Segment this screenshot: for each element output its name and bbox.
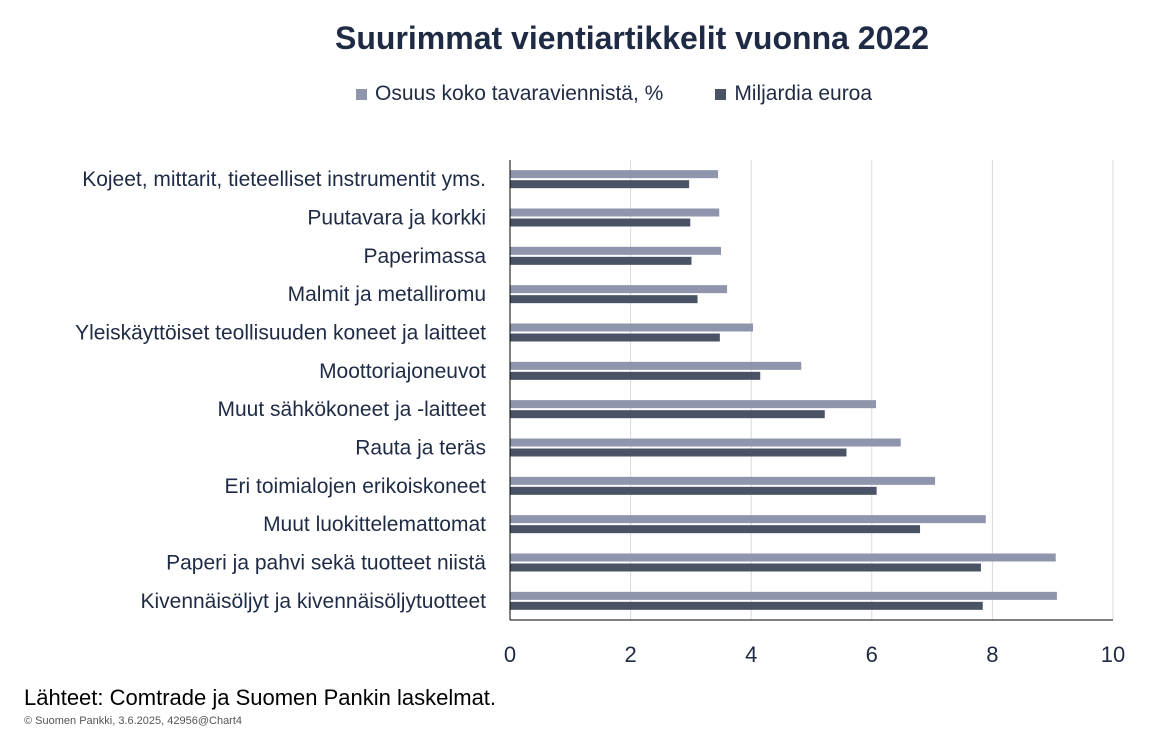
category-label-2: Paperimassa (363, 245, 486, 268)
bar-share-7 (510, 438, 901, 447)
bar-billion-eur-8 (510, 486, 877, 495)
bar-share-2 (510, 246, 722, 255)
bar-billion-eur-5 (510, 371, 761, 380)
legend-label-billion-eur: Miljardia euroa (734, 82, 873, 105)
bar-billion-eur-6 (510, 410, 825, 419)
bar-share-5 (510, 361, 802, 370)
bar-billion-eur-3 (510, 295, 698, 304)
category-label-1: Puutavara ja korkki (307, 207, 486, 230)
category-label-5: Moottoriajoneuvot (319, 360, 486, 383)
x-tick-label-5: 10 (1101, 642, 1125, 667)
category-label-10: Paperi ja pahvi sekä tuotteet niistä (166, 552, 486, 575)
x-tick-label-3: 6 (866, 642, 878, 667)
legend-swatch-billion-eur (715, 88, 727, 100)
bar-billion-eur-11 (510, 601, 983, 610)
bar-share-9 (510, 515, 986, 524)
x-tick-label-2: 4 (745, 642, 757, 667)
bar-share-3 (510, 285, 728, 294)
category-label-8: Eri toimialojen erikoiskoneet (225, 475, 487, 498)
bar-billion-eur-9 (510, 525, 921, 534)
category-label-0: Kojeet, mittarit, tieteelliset instrumen… (82, 168, 486, 191)
category-label-11: Kivennäisöljyt ja kivennäisöljytuotteet (140, 590, 486, 613)
bar-billion-eur-10 (510, 563, 981, 572)
legend-item-billion-eur: Miljardia euroa (715, 82, 872, 106)
category-label-9: Muut luokittelemattomat (263, 513, 486, 536)
category-label-7: Rauta ja teräs (355, 437, 486, 460)
copyright-note: © Suomen Pankki, 3.6.2025, 42956@Chart4 (24, 715, 243, 727)
category-label-6: Muut sähkökoneet ja -laitteet (218, 398, 487, 421)
bar-billion-eur-2 (510, 256, 692, 265)
bar-billion-eur-1 (510, 218, 691, 227)
legend-item-share: Osuus koko tavaraviennistä, % (356, 82, 663, 106)
category-label-4: Yleiskäyttöiset teollisuuden koneet ja l… (75, 322, 486, 345)
bar-share-1 (510, 208, 720, 217)
bar-billion-eur-7 (510, 448, 847, 457)
bar-share-8 (510, 476, 936, 485)
chart-title: Suurimmat vientiartikkelit vuonna 2022 (335, 20, 929, 56)
bar-billion-eur-0 (510, 180, 690, 189)
bar-share-0 (510, 170, 719, 179)
legend-label-share: Osuus koko tavaraviennistä, % (375, 82, 664, 105)
bar-share-4 (510, 323, 754, 332)
bar-share-6 (510, 400, 877, 409)
bar-share-10 (510, 553, 1056, 562)
category-label-3: Malmit ja metalliromu (288, 283, 486, 306)
x-tick-label-0: 0 (504, 642, 516, 667)
x-tick-label-1: 2 (624, 642, 636, 667)
x-tick-label-4: 8 (986, 642, 998, 667)
source-note: Lähteet: Comtrade ja Suomen Pankin laske… (24, 685, 497, 710)
bar-share-11 (510, 591, 1057, 600)
bar-billion-eur-4 (510, 333, 720, 342)
chart-legend: Osuus koko tavaraviennistä, % Miljardia … (356, 82, 924, 106)
legend-swatch-share (356, 88, 367, 100)
